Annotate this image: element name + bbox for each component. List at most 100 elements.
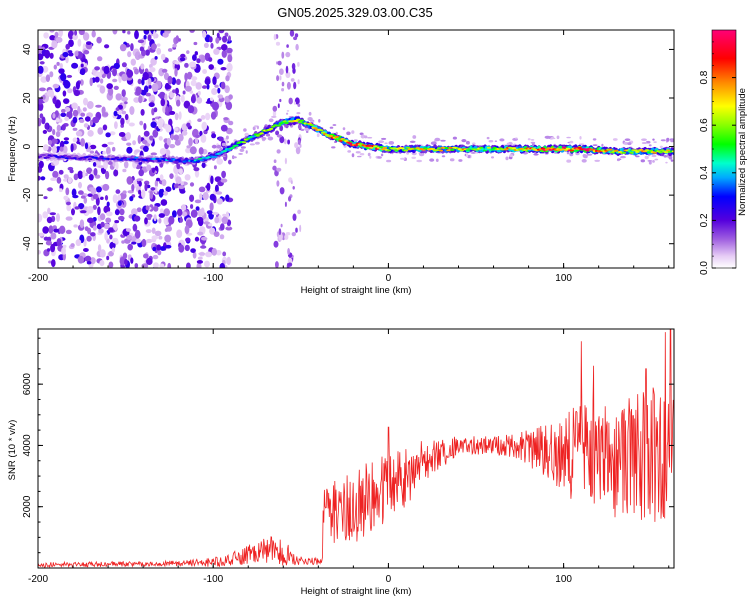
spectrogram-noise-cell [331, 146, 336, 149]
spectrogram-noise-cell [184, 72, 188, 82]
spectrogram-noise-cell [273, 240, 279, 248]
spectrogram-noise-cell [665, 161, 668, 164]
spectrogram-noise-cell [592, 138, 597, 141]
spectrogram-ridge-cell [197, 157, 203, 160]
spectrogram-noise-cell [90, 187, 97, 195]
spectrogram-ridge-cell [400, 147, 405, 150]
spectrogram-noise-cell [190, 95, 196, 104]
spectrogram-noise-cell [60, 73, 67, 82]
spectrogram-noise-cell [80, 195, 86, 199]
spectrogram-noise-cell [296, 112, 301, 115]
spectrogram-noise-cell [285, 51, 291, 58]
spectrogram-ridge-cell [490, 148, 495, 151]
spectrogram-noise-cell [243, 128, 247, 132]
spectrogram-noise-cell [174, 139, 181, 146]
spectrogram-noise-cell [40, 76, 48, 83]
spectrogram-ridge-cell [446, 149, 451, 152]
spectrogram-x-tick-label: 0 [386, 273, 392, 284]
spectrogram-ridge-cell [614, 149, 619, 152]
spectrogram-noise-cell [316, 133, 320, 138]
spectrogram-noise-cell [279, 187, 285, 195]
spectrogram-ridge-cell [299, 119, 305, 122]
spectrogram-noise-cell [92, 225, 97, 231]
spectrogram-noise-cell [353, 139, 358, 142]
spectrogram-ridge-cell [259, 132, 264, 135]
spectrogram-noise-cell [210, 42, 214, 49]
spectrogram-noise-cell [77, 170, 83, 180]
spectrogram-noise-cell [569, 140, 574, 144]
spectrogram-noise-cell [449, 158, 455, 162]
spectrogram-noise-cell [369, 155, 372, 159]
spectrogram-noise-cell [196, 97, 203, 104]
spectrogram-noise-cell [177, 133, 184, 142]
spectrogram-noise-cell [52, 83, 59, 89]
spectrogram-noise-cell [215, 37, 220, 44]
spectrogram-noise-cell [134, 263, 139, 268]
spectrogram-noise-cell [90, 232, 96, 237]
spectrogram-noise-cell [211, 211, 219, 215]
spectrogram-noise-cell [100, 221, 105, 228]
spectrogram-noise-cell [38, 175, 41, 181]
spectrogram-noise-cell [211, 88, 218, 95]
spectrogram-noise-cell [200, 207, 205, 216]
spectrogram-noise-cell [210, 111, 217, 120]
spectrogram-noise-cell [256, 125, 259, 130]
colorbar-label: Normalized spectral amplitude [737, 88, 748, 216]
spectrogram-noise-cell [299, 143, 302, 148]
spectrogram-noise-cell [67, 50, 73, 54]
spectrogram-noise-cell [203, 221, 210, 225]
spectrogram-noise-cell [291, 232, 296, 237]
spectrogram-noise-cell [117, 109, 122, 116]
spectrogram-noise-cell [53, 228, 60, 233]
spectrogram-noise-cell [82, 32, 90, 41]
spectrogram-ridge-cell [321, 131, 326, 134]
spectrogram-noise-cell [172, 210, 177, 218]
spectrogram-noise-cell [124, 258, 128, 266]
spectrogram-noise-cell [612, 138, 618, 141]
spectrogram-noise-cell [43, 196, 48, 200]
spectrogram-noise-cell [648, 144, 652, 147]
spectrogram-y-tick-label: 20 [22, 92, 33, 104]
spectrogram-noise-cell [47, 139, 53, 146]
spectrogram-ridge-cell [629, 151, 634, 154]
spectrogram-noise-cell [149, 190, 154, 200]
spectrogram-noise-cell [126, 234, 133, 240]
spectrogram-noise-cell [94, 76, 100, 83]
spectrogram-ridge-cell [465, 149, 470, 152]
spectrogram-noise-cell [89, 119, 94, 126]
spectrogram-noise-cell [216, 32, 220, 39]
spectrogram-noise-cell [164, 228, 169, 233]
spectrogram-noise-cell [499, 138, 505, 142]
spectrogram-noise-cell [214, 184, 219, 193]
spectrogram-noise-cell [153, 262, 159, 268]
spectrogram-noise-cell [94, 66, 100, 71]
spectrogram-noise-cell [441, 155, 446, 158]
spectrogram-noise-cell [202, 192, 209, 201]
spectrogram-noise-cell [165, 106, 169, 115]
spectrogram-noise-cell [297, 103, 301, 107]
spectrogram-noise-cell [663, 155, 668, 158]
spectrogram-noise-cell [112, 78, 118, 83]
spectrogram-noise-cell [84, 116, 91, 122]
spectrogram-noise-cell [388, 141, 395, 145]
spectrogram-noise-cell [149, 67, 156, 73]
spectrogram-noise-cell [342, 127, 346, 131]
spectrogram-noise-cell [670, 139, 674, 143]
spectrogram-noise-cell [305, 130, 309, 133]
spectrogram-noise-cell [184, 244, 190, 252]
spectrogram-ridge-cell [85, 155, 91, 158]
spectrogram-noise-cell [287, 248, 290, 255]
spectrogram-ridge-cell [403, 149, 409, 152]
spectrogram-noise-cell [38, 250, 41, 255]
spectrogram-noise-cell [184, 62, 189, 68]
spectrogram-noise-cell [189, 30, 195, 33]
spectrogram-noise-cell [39, 61, 45, 65]
spectrogram-x-tick-label: 100 [555, 273, 572, 284]
spectrogram-noise-cell [89, 150, 95, 154]
spectrogram-noise-cell [289, 30, 295, 37]
spectrogram-noise-cell [182, 90, 186, 95]
spectrogram-noise-cell [219, 262, 226, 268]
spectrogram-noise-cell [271, 115, 277, 118]
spectrogram-marks [38, 30, 674, 268]
spectrogram-noise-cell [192, 251, 197, 259]
